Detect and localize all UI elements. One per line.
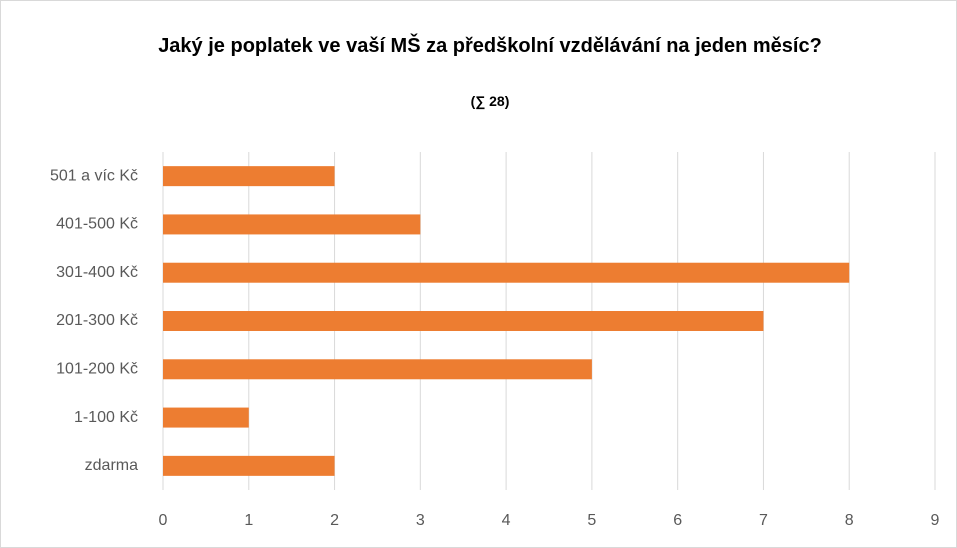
x-tick-label: 4	[502, 512, 511, 529]
y-tick-label: zdarma	[85, 457, 138, 474]
bar	[163, 214, 421, 235]
bar	[163, 407, 249, 428]
x-tick-label: 1	[244, 512, 253, 529]
bar	[163, 359, 592, 380]
bar	[163, 262, 850, 283]
y-tick-label: 401-500 Kč	[56, 216, 138, 233]
x-tick-label: 6	[673, 512, 682, 529]
x-tick-label: 9	[931, 512, 940, 529]
x-tick-label: 8	[845, 512, 854, 529]
bar	[163, 311, 764, 331]
y-tick-label: 201-300 Kč	[56, 312, 138, 329]
bar	[163, 166, 335, 187]
bar	[163, 455, 335, 476]
y-tick-label: 101-200 Kč	[56, 361, 138, 378]
chart-title: Jaký je poplatek ve vaší MŠ za předškoln…	[158, 35, 822, 57]
x-tick-label: 3	[416, 512, 425, 529]
x-tick-label: 2	[330, 512, 339, 529]
y-tick-label: 501 a víc Kč	[50, 167, 138, 184]
x-tick-label: 5	[587, 512, 596, 529]
chart-subtitle: (∑ 28)	[470, 93, 510, 109]
x-tick-label: 0	[159, 512, 168, 529]
y-tick-label: 301-400 Kč	[56, 264, 138, 281]
x-tick-label: 7	[759, 512, 768, 529]
y-tick-label: 1-100 Kč	[74, 409, 138, 426]
